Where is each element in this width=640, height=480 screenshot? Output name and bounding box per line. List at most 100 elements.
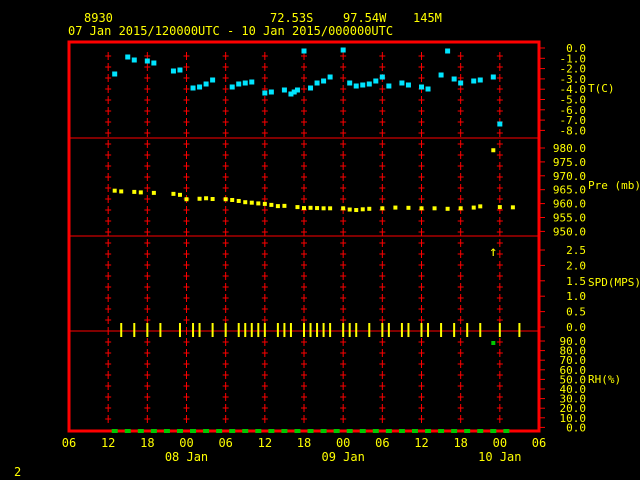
y-tick-label: 70.0: [560, 354, 587, 367]
temperature-point: [151, 60, 157, 66]
wind-arrow-annotation: ↑: [489, 244, 497, 260]
humidity-point: [294, 429, 301, 433]
wind-point: [322, 323, 325, 337]
y-tick-label: 1.0: [566, 290, 586, 303]
wind-point: [146, 323, 149, 337]
temperature-point: [112, 71, 118, 77]
temperature-point: [308, 85, 314, 91]
temperature-point: [203, 81, 209, 87]
y-tick-label: 30.0: [560, 393, 587, 406]
humidity-point: [451, 429, 458, 433]
temperature-point: [125, 54, 131, 60]
pressure-point: [302, 206, 306, 211]
wind-point: [283, 323, 286, 337]
humidity-point: [176, 429, 183, 433]
pressure-point: [197, 196, 202, 201]
temperature-point: [249, 79, 255, 85]
pressure-point: [478, 204, 483, 209]
pressure-point: [393, 205, 398, 210]
pressure-point: [132, 189, 137, 194]
temperature-point: [458, 80, 464, 86]
pressure-point: [112, 188, 117, 193]
x-tick-label: 12: [101, 436, 115, 450]
pressure-point: [445, 206, 450, 211]
humidity-point: [438, 429, 445, 433]
temperature-point: [497, 121, 503, 127]
wind-point: [381, 323, 384, 337]
y-tick-label: 0.0: [566, 42, 586, 55]
wind-point: [368, 323, 371, 337]
humidity-point: [229, 429, 236, 433]
pressure-point: [262, 201, 267, 206]
wind-point: [250, 323, 253, 337]
pressure-point: [236, 198, 241, 203]
pressure-point: [256, 201, 261, 206]
x-tick-label: 00: [179, 436, 193, 450]
humidity-point: [464, 429, 471, 433]
page-number: 2: [14, 465, 21, 479]
longitude: 97.54W: [343, 11, 387, 25]
temperature-point: [477, 77, 483, 83]
temperature-point: [425, 86, 431, 92]
temperature-point: [288, 91, 294, 97]
wind-point: [244, 323, 247, 337]
y-tick-label: 0.5: [566, 306, 586, 319]
pressure-point: [151, 190, 156, 195]
pressure-point: [341, 206, 346, 211]
station-id: 8930: [84, 11, 113, 25]
x-tick-label: 00: [336, 436, 350, 450]
pressure-point: [380, 206, 385, 211]
pressure-point: [432, 206, 437, 211]
humidity-point: [503, 429, 510, 433]
temperature-point: [281, 87, 287, 93]
y-tick-label: 2.0: [566, 259, 586, 272]
y-tick-label: 970.0: [553, 170, 586, 183]
humidity-point: [216, 429, 223, 433]
x-tick-label: 06: [532, 436, 546, 450]
wind-point: [159, 323, 162, 337]
temperature-point: [399, 80, 405, 86]
elevation: 145M: [413, 11, 442, 25]
x-day-label: 09 Jan: [321, 450, 364, 464]
pressure-point: [210, 197, 215, 202]
wind-point: [427, 323, 430, 337]
wind-point: [211, 323, 214, 337]
humidity-outlier-point: [491, 341, 496, 345]
humidity-point: [320, 429, 327, 433]
temperature-point: [210, 77, 216, 83]
humidity-point: [268, 429, 275, 433]
temperature-point: [131, 57, 137, 63]
y-tick-label: -3.0: [560, 73, 587, 86]
temperature-point: [197, 84, 203, 90]
pressure-point: [184, 197, 189, 202]
wind-point: [453, 323, 456, 337]
wind-point: [400, 323, 403, 337]
time-range: 07 Jan 2015/120000UTC - 10 Jan 2015/0000…: [68, 24, 393, 38]
pressure-point: [458, 206, 463, 211]
temperature-point: [190, 85, 196, 91]
temperature-point: [314, 80, 320, 86]
y-tick-label: 20.0: [560, 402, 587, 415]
pressure-point: [510, 205, 515, 210]
pressure-point: [419, 206, 424, 211]
wind-point: [440, 323, 443, 337]
wind-point: [498, 323, 501, 337]
y-tick-label: -5.0: [560, 94, 587, 107]
wind-point: [407, 323, 410, 337]
temperature-point: [445, 48, 451, 54]
pressure-point: [315, 206, 320, 211]
humidity-point: [398, 429, 405, 433]
temperature-point: [170, 68, 176, 74]
y-tick-label: 955.0: [553, 212, 586, 225]
y-tick-label: 950.0: [553, 225, 586, 238]
temperature-point: [438, 72, 444, 78]
wind-point: [237, 323, 240, 337]
humidity-point: [150, 429, 157, 433]
pressure-point: [269, 202, 274, 207]
temperature-point: [291, 89, 297, 95]
grid-layer: [69, 52, 539, 423]
wind-point: [120, 323, 123, 337]
x-axis: 06 12 18 00 06 12 18 00 06 12 18 00 06 08 Jan 09 Jan 10…: [62, 436, 546, 464]
wind-point: [178, 323, 181, 337]
humidity-point: [411, 429, 418, 433]
